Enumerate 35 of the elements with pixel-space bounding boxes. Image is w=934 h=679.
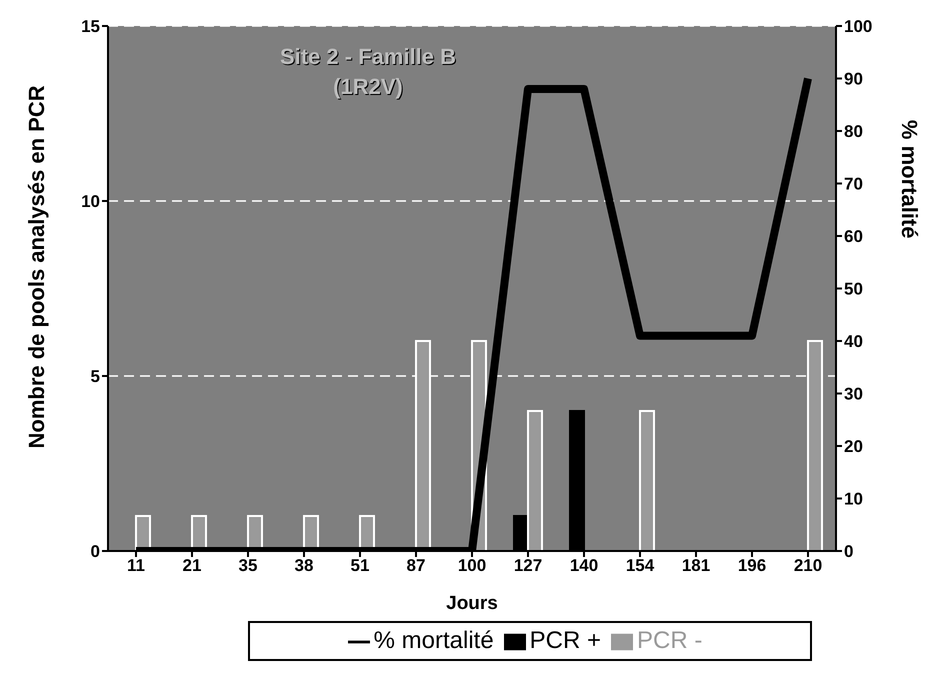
y2-tick-label: 100 xyxy=(844,17,872,36)
y-axis-title: Nombre de pools analysés en PCR xyxy=(24,85,49,448)
y2-axis-title: % mortalité xyxy=(897,120,922,238)
y2-tick-label: 40 xyxy=(844,332,863,352)
legend-label: % mortalité xyxy=(374,627,494,654)
y-tick-label: 0 xyxy=(90,542,100,562)
x-tick-label: 38 xyxy=(294,556,314,576)
y2-tick-label: 80 xyxy=(844,122,863,142)
x-tick-label: 35 xyxy=(238,556,258,576)
x-tick-label: 181 xyxy=(682,556,710,576)
x-tick-label: 51 xyxy=(350,556,370,576)
x-tick-label: 154 xyxy=(626,556,655,576)
y2-tick-label: 90 xyxy=(844,70,863,89)
x-axis-title: Jours xyxy=(446,593,498,614)
y-tick-label: 10 xyxy=(81,192,100,212)
x-tick-label: 140 xyxy=(570,556,598,576)
y2-tick-label: 50 xyxy=(844,280,863,299)
x-tick-label: 11 xyxy=(127,556,145,576)
x-tick-label: 100 xyxy=(458,556,486,576)
chart-heading: Site 2 - Famille B (1R2V) xyxy=(278,43,458,101)
x-tick-label: 127 xyxy=(514,556,542,576)
y2-tick-label: 70 xyxy=(844,174,863,194)
x-tick-label: 210 xyxy=(794,556,822,576)
y-tick-label: 15 xyxy=(81,17,100,36)
y2-tick-label: 20 xyxy=(844,437,863,456)
x-tick-label: 87 xyxy=(406,556,426,576)
legend-label: PCR + xyxy=(530,627,602,654)
y2-tick-label: 0 xyxy=(844,542,854,562)
y2-tick-label: 10 xyxy=(844,490,863,509)
y2-tick-label: 30 xyxy=(844,384,863,404)
x-tick-label: 21 xyxy=(182,556,202,576)
y-tick-label: 5 xyxy=(90,367,100,386)
y2-tick-label: 60 xyxy=(844,227,863,246)
legend-label: PCR - xyxy=(637,627,702,654)
x-tick-label: 196 xyxy=(738,556,766,576)
